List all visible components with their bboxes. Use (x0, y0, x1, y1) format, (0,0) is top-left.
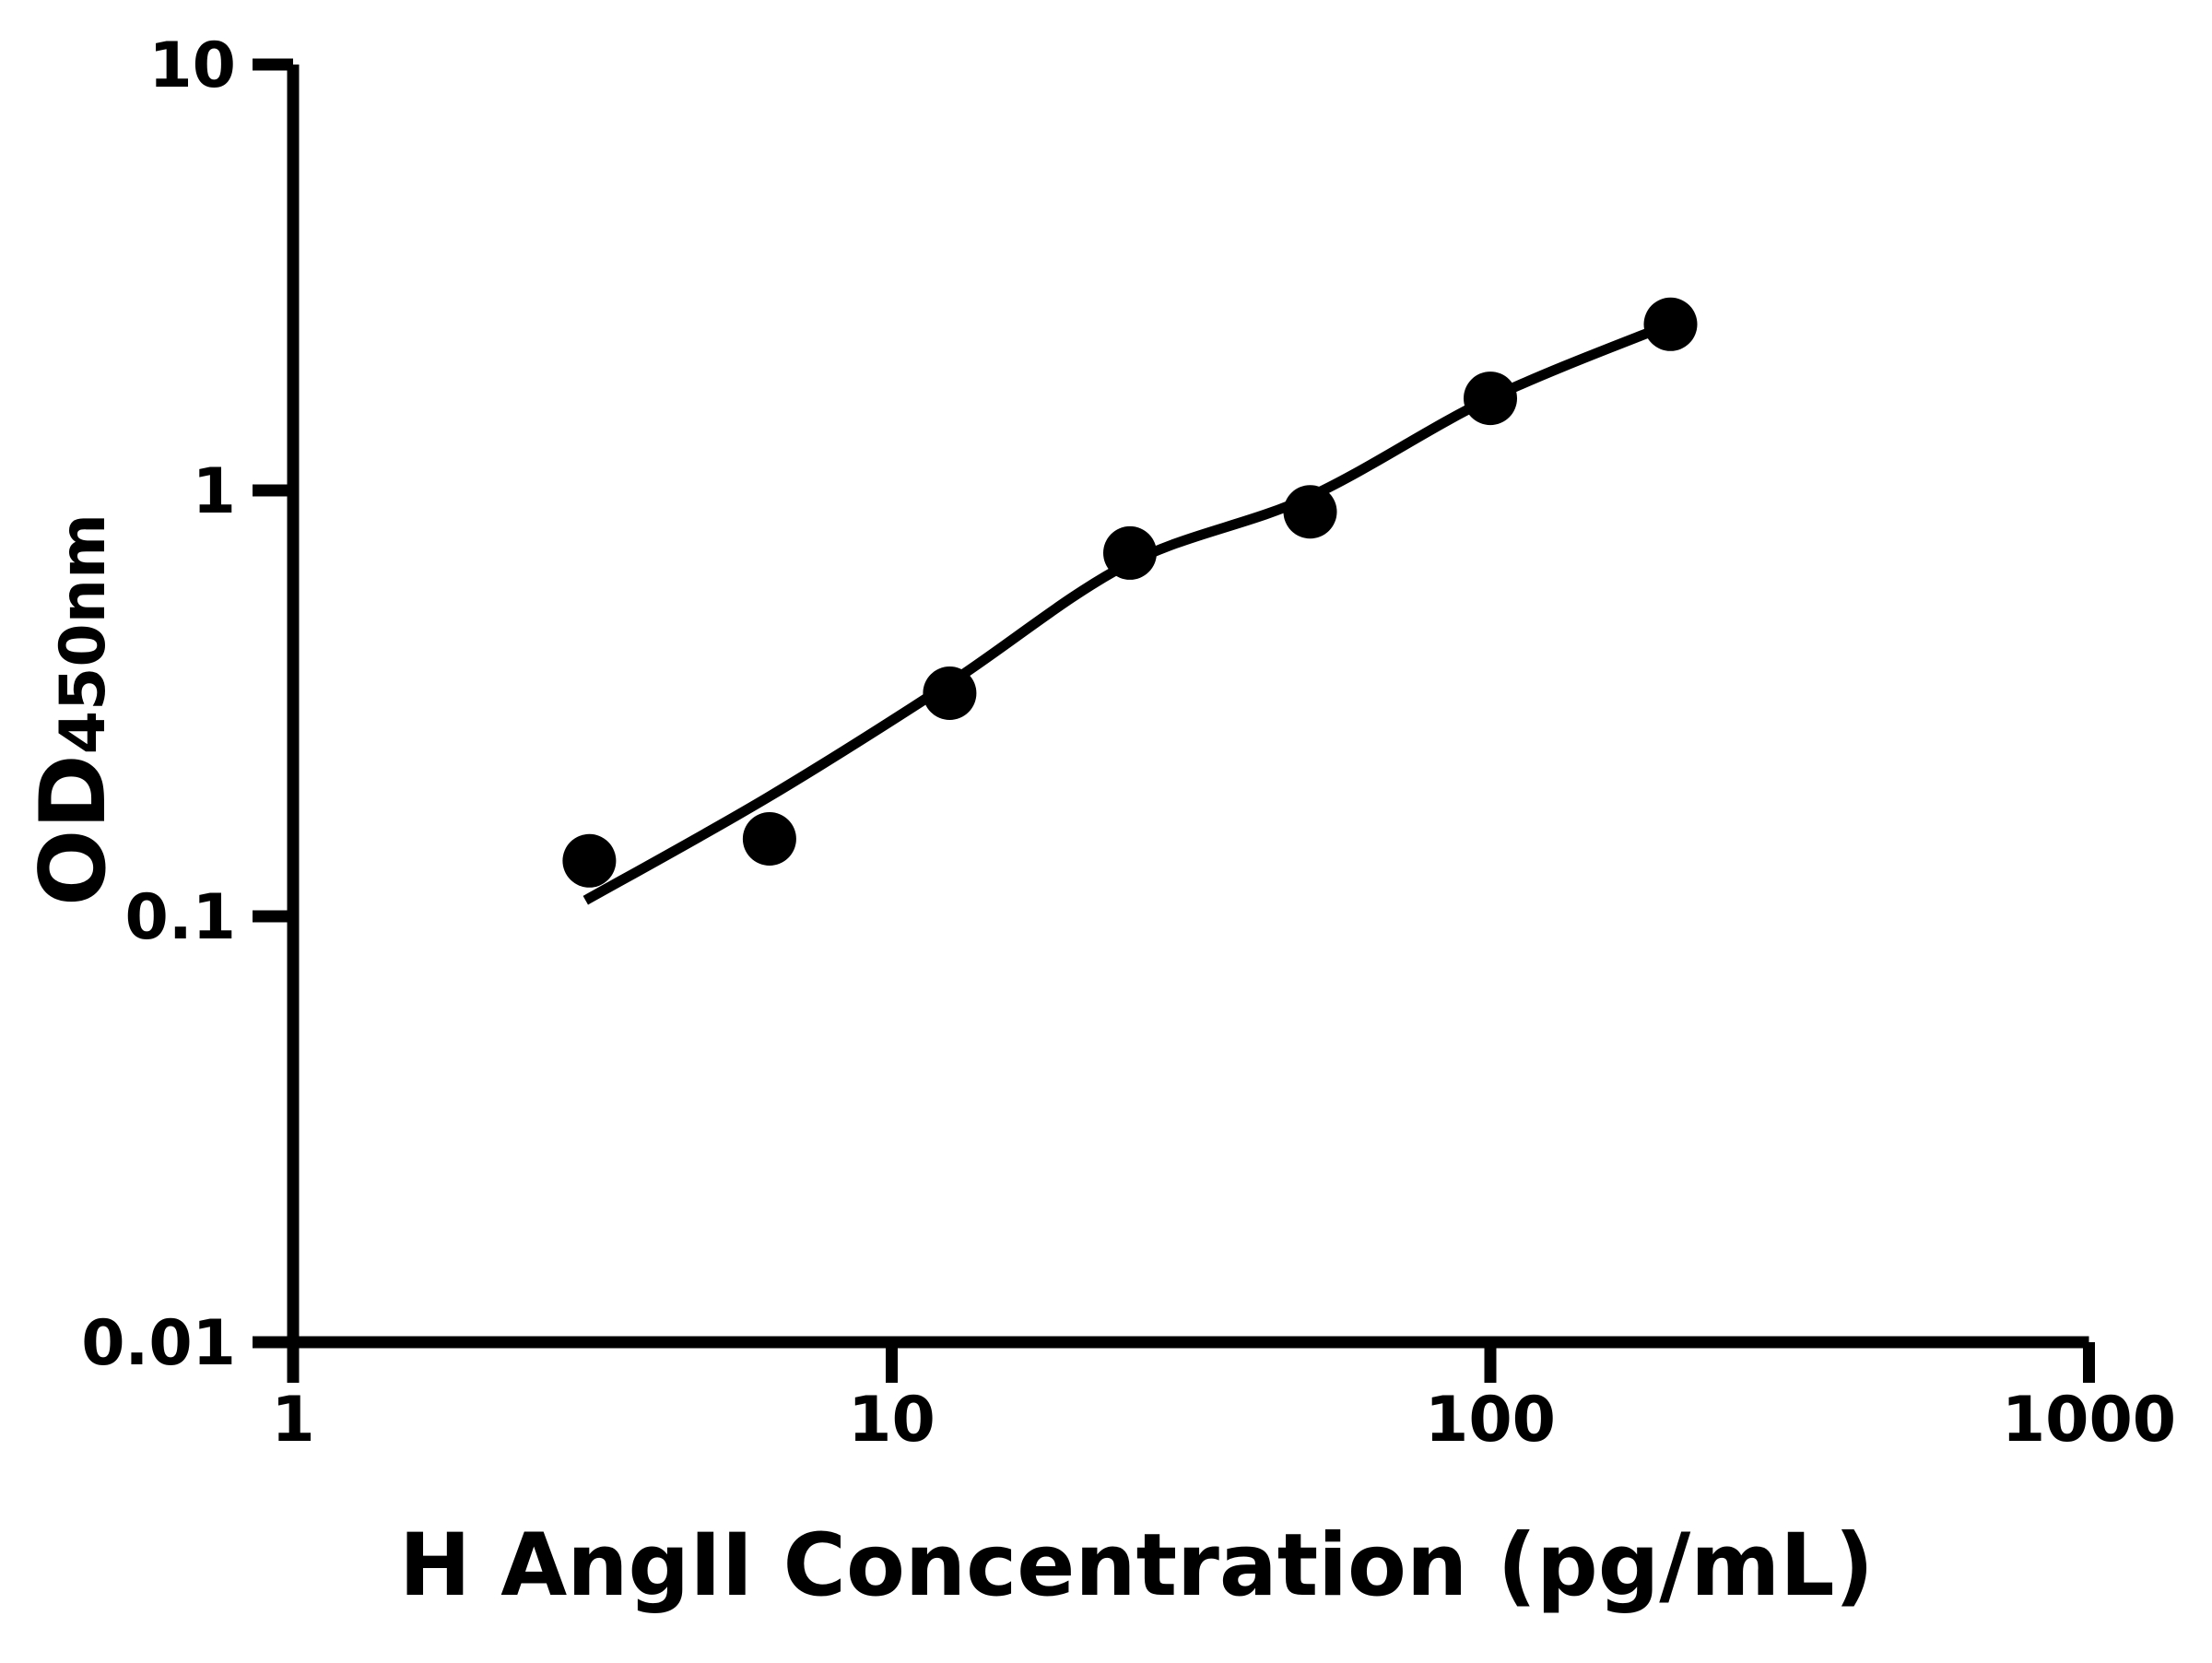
data-point (1464, 372, 1517, 426)
x-tick-label: 1 (271, 1384, 314, 1457)
data-point (923, 666, 977, 720)
x-tick-label: 1000 (2002, 1384, 2176, 1457)
data-points-group (562, 297, 1698, 888)
x-tick-label: 10 (848, 1384, 935, 1457)
y-tick-label: 1 (193, 455, 236, 528)
y-tick-label: 0.1 (125, 881, 236, 954)
data-point (742, 812, 796, 866)
axis-spine (287, 65, 2089, 1349)
y-axis-title: OD450nm (21, 513, 126, 906)
axes (287, 65, 2089, 1349)
x-axis-title: H AngII Concentration (pg/mL) (399, 1516, 1874, 1616)
data-point (1643, 297, 1698, 351)
y-tick-label: 10 (148, 29, 236, 102)
data-point (1283, 485, 1337, 539)
axis-ticks (253, 58, 2095, 1383)
data-point (1103, 525, 1157, 580)
axis-tick-labels: 0.01 0.1 1 10 1 10 100 1000 (81, 29, 2176, 1457)
y-axis-title-subscript: 450nm (47, 513, 120, 754)
data-point (562, 833, 617, 888)
y-axis-title-main: OD (21, 754, 126, 906)
y-tick-label: 0.01 (81, 1307, 236, 1380)
x-tick-label: 100 (1425, 1384, 1556, 1457)
